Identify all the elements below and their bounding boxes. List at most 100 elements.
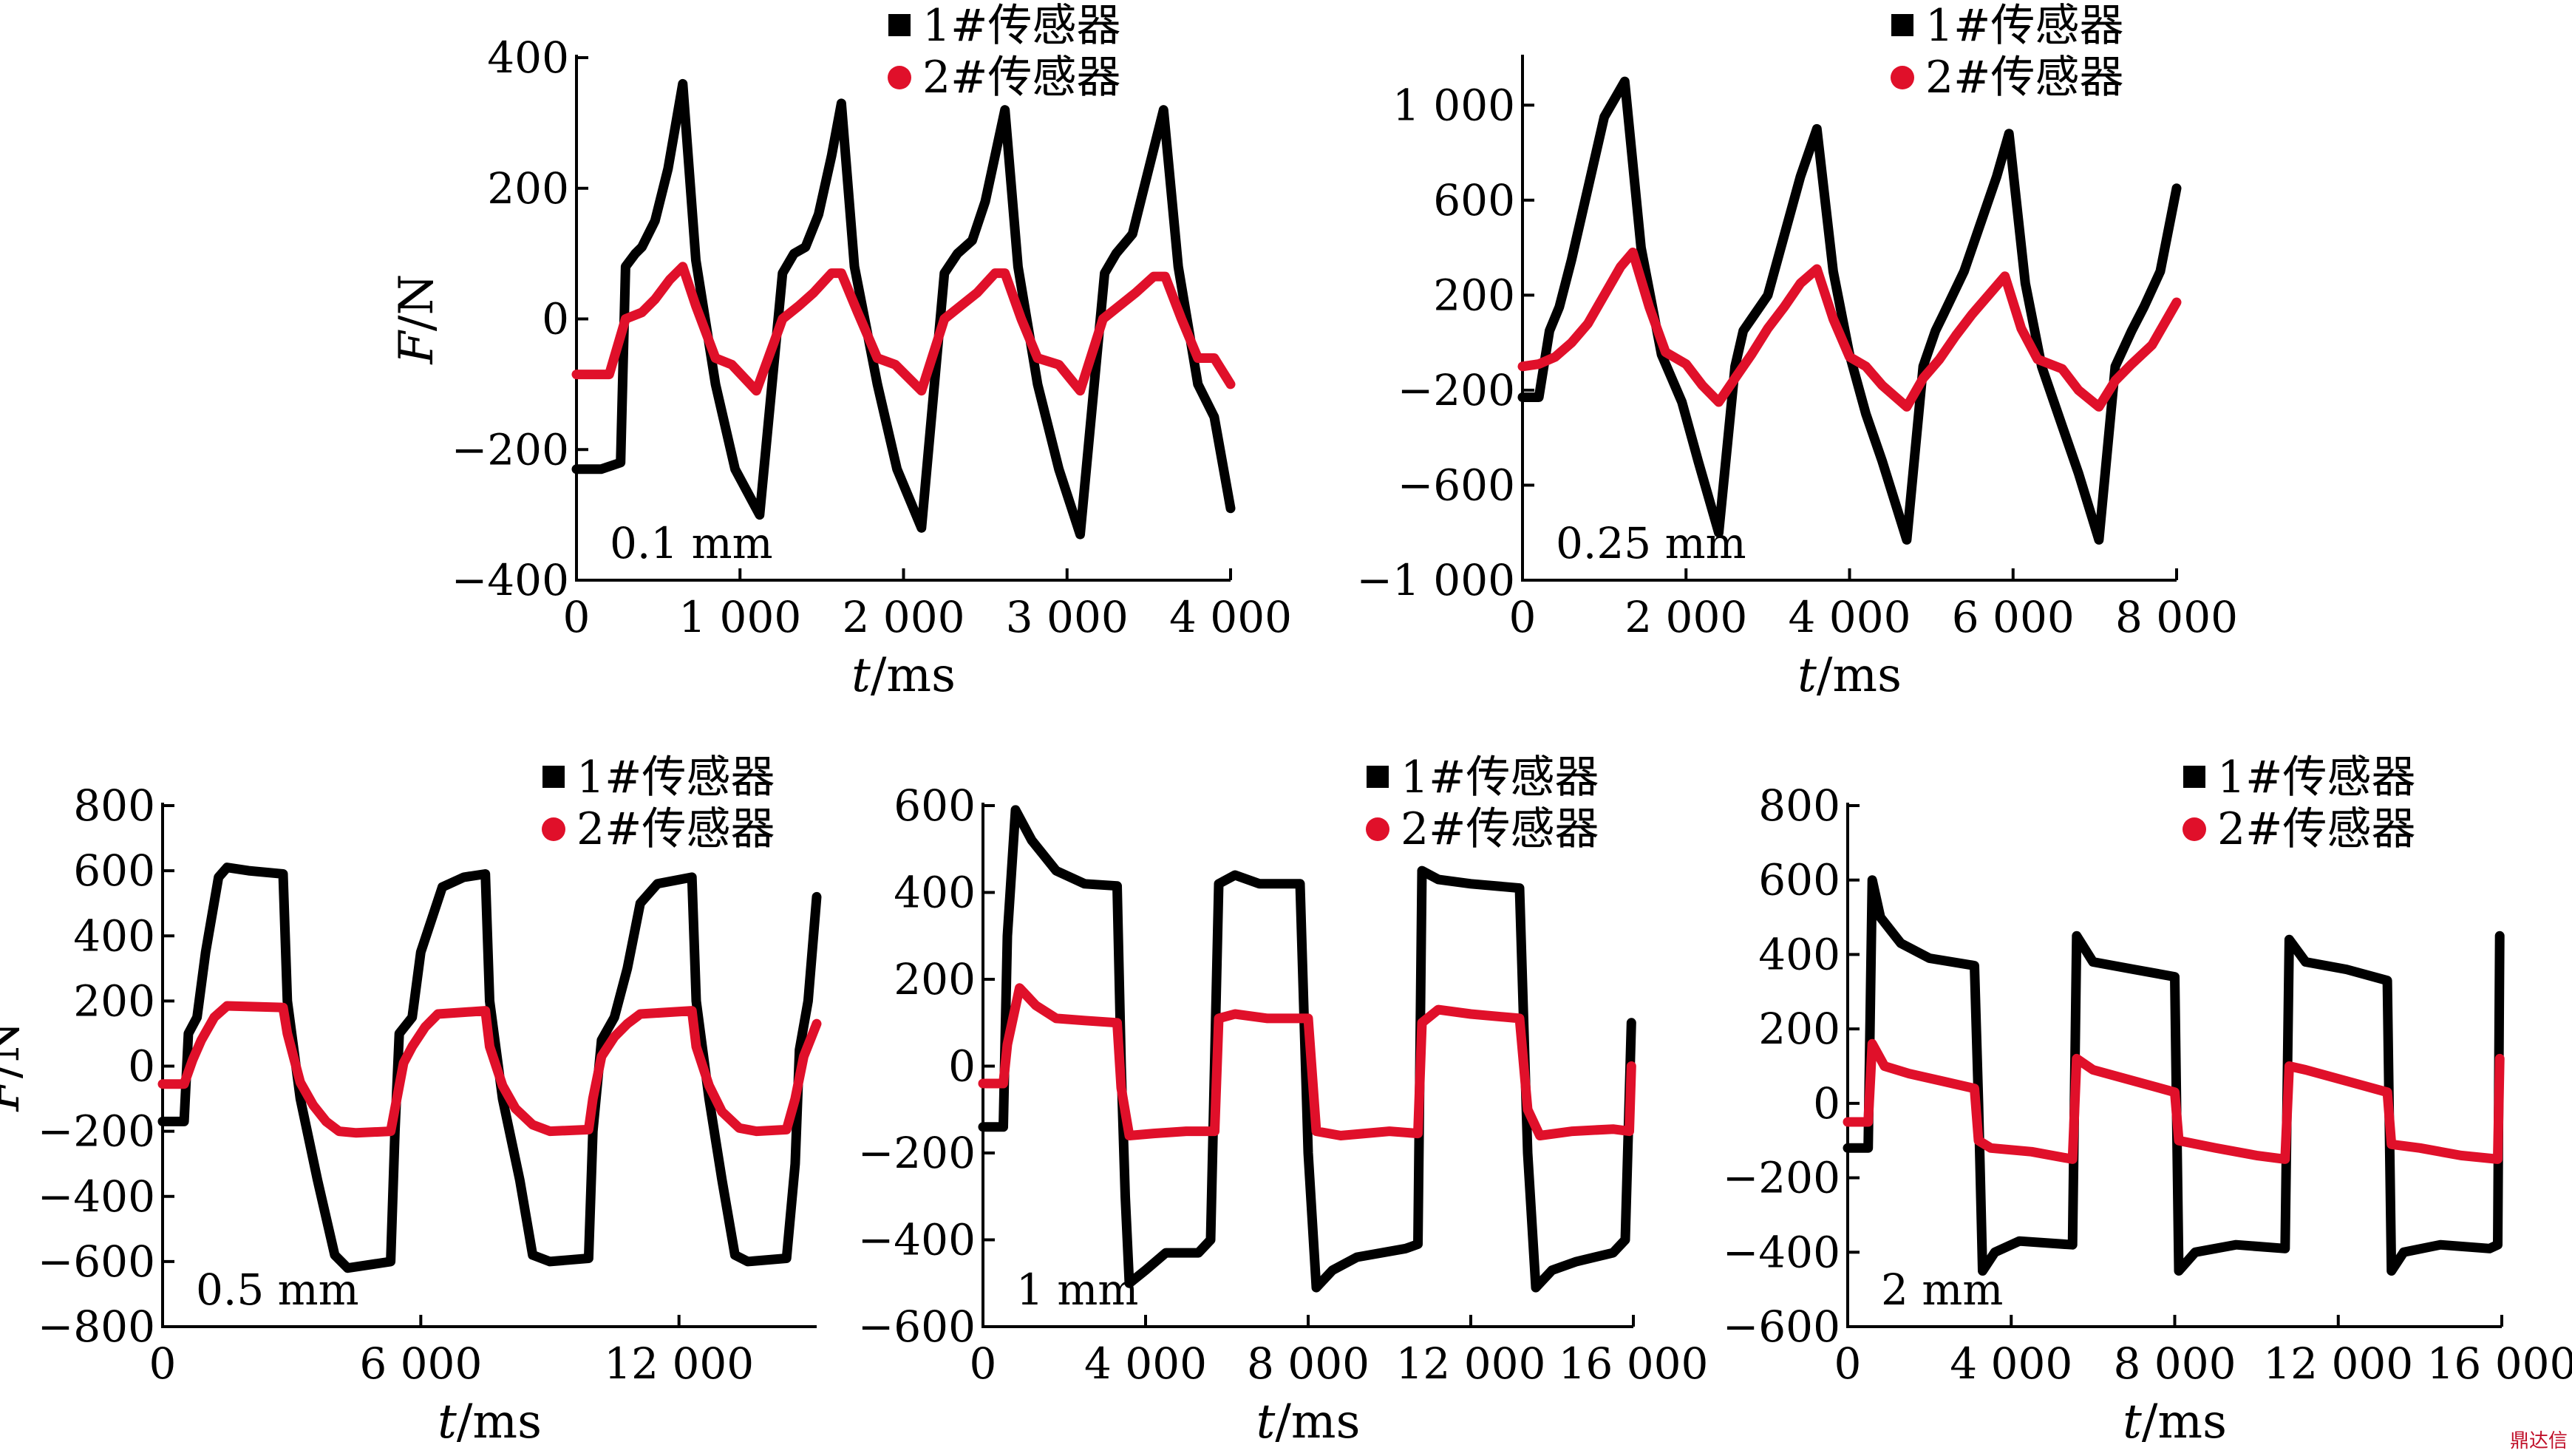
x-tick-label: 6 000 <box>1952 592 2075 642</box>
y-tick-label: 0 <box>128 1041 155 1092</box>
watermark-text: 鼎达信 <box>2509 1430 2568 1452</box>
legend-label-sensor2: 2#传感器 <box>576 803 775 855</box>
y-tick-label: 0 <box>948 1041 976 1092</box>
legend-marker-square <box>542 766 565 788</box>
legend-label-sensor2: 2#传感器 <box>2217 803 2415 855</box>
legend-label-sensor1: 1#传感器 <box>1401 752 1599 803</box>
y-tick-label: 600 <box>894 780 976 831</box>
x-axis-unit: /ms <box>2142 1395 2227 1449</box>
y-tick-label: 200 <box>1758 1004 1840 1054</box>
x-axis-label: t/ms <box>438 1395 542 1449</box>
y-tick-label: −600 <box>858 1302 976 1352</box>
y-tick-label: 400 <box>73 911 155 961</box>
y-tick-label: −200 <box>1723 1153 1840 1203</box>
panel-0.5mm: −800 −600 −400 −200 0 200 400 600 800 0 6 000 12 00… <box>0 752 822 1449</box>
series-line-sensor1 <box>978 805 1636 1293</box>
legend-label-sensor2: 2#传感器 <box>922 52 1120 103</box>
legend-label-sensor1: 1#传感器 <box>1925 0 2123 52</box>
legend-marker-square <box>1891 14 1913 36</box>
y-tick-label: −200 <box>38 1106 155 1157</box>
x-tick-label: 16 000 <box>1559 1338 1709 1389</box>
panel-0.1mm: −400 −200 0 200 400 0 1 000 2 000 3 000 4 000 t/ms… <box>389 0 1292 703</box>
x-tick-label: 4 000 <box>1084 1338 1207 1389</box>
x-tick-label: 4 000 <box>1788 592 1911 642</box>
axis-lines <box>1521 55 2177 582</box>
x-tick-label: 6 000 <box>359 1338 482 1389</box>
x-axis-variable: t <box>438 1395 457 1449</box>
y-tick-label: 800 <box>1758 780 1840 831</box>
x-tick-label: 8 000 <box>2113 1338 2236 1389</box>
x-tick-label: 8 000 <box>1247 1338 1370 1389</box>
x-tick-label: 2 000 <box>1624 592 1747 642</box>
y-tick-label: 600 <box>1433 175 1515 225</box>
series-line-sensor2 <box>978 983 1636 1140</box>
x-tick-label: 0 <box>970 1338 997 1389</box>
x-axis-unit: /ms <box>1817 648 1902 703</box>
y-tick-label: −1 000 <box>1356 555 1515 605</box>
x-tick-label: 12 000 <box>604 1338 754 1389</box>
y-tick-label: −400 <box>38 1171 155 1222</box>
x-tick-label: 2 000 <box>842 592 964 642</box>
legend-label-sensor1: 1#传感器 <box>576 752 775 803</box>
x-axis-variable: t <box>851 648 871 703</box>
series-line-sensor1 <box>571 78 1236 540</box>
condition-label: 1 mm <box>1016 1265 1138 1315</box>
x-axis-unit: /ms <box>1275 1395 1360 1449</box>
y-tick-label: 200 <box>73 976 155 1026</box>
y-tick-label: 400 <box>894 868 976 918</box>
legend-label-sensor1: 1#传感器 <box>2217 752 2415 803</box>
y-tick-label: −600 <box>38 1236 155 1287</box>
y-tick-label: 1 000 <box>1392 80 1515 130</box>
x-axis-label: t/ms <box>1256 1395 1361 1449</box>
y-tick-label: 400 <box>487 33 569 83</box>
series-line-sensor2 <box>157 1001 822 1138</box>
condition-label: 0.5 mm <box>196 1265 359 1315</box>
legend-marker-square <box>888 14 911 36</box>
y-tick-label: −600 <box>1723 1302 1840 1352</box>
x-tick-label: 16 000 <box>2427 1338 2572 1389</box>
x-axis-variable: t <box>1256 1395 1276 1449</box>
y-tick-label: −400 <box>858 1215 976 1265</box>
legend-marker-square <box>2183 766 2205 788</box>
series-line-sensor2 <box>571 262 1236 396</box>
x-tick-label: 8 000 <box>2115 592 2238 642</box>
x-tick-label: 0 <box>1834 1338 1862 1389</box>
x-tick-label: 1 000 <box>678 592 801 642</box>
y-tick-label: −800 <box>38 1302 155 1352</box>
y-axis-variable: F <box>0 1076 30 1112</box>
x-axis-label: t/ms <box>851 648 956 703</box>
x-axis-variable: t <box>1797 648 1817 703</box>
x-axis-unit: /ms <box>457 1395 542 1449</box>
x-tick-label: 3 000 <box>1006 592 1129 642</box>
y-tick-label: −200 <box>858 1128 976 1178</box>
panel-2mm: −600 −400 −200 0 200 400 600 800 0 4 000 8 000 12 0… <box>1723 752 2572 1449</box>
condition-label: 0.25 mm <box>1556 518 1746 568</box>
x-axis-label: t/ms <box>1797 648 1902 703</box>
legend-marker-circle <box>1891 66 1914 89</box>
x-axis-label: t/ms <box>2123 1395 2227 1449</box>
y-tick-label: 0 <box>1813 1078 1840 1129</box>
legend-label-sensor1: 1#传感器 <box>922 0 1120 52</box>
y-axis-variable: F <box>389 329 444 364</box>
x-tick-label: 0 <box>149 1338 177 1389</box>
y-axis-unit: /N <box>0 1021 30 1079</box>
x-tick-label: 12 000 <box>2263 1338 2413 1389</box>
y-axis-unit: /N <box>389 274 444 332</box>
legend-marker-circle <box>888 66 911 89</box>
series-line-sensor1 <box>1843 875 2505 1276</box>
legend-marker-circle <box>1366 817 1389 841</box>
y-tick-label: 600 <box>73 846 155 896</box>
legend-marker-square <box>1367 766 1389 788</box>
y-tick-label: −400 <box>452 555 569 605</box>
y-tick-label: 400 <box>1758 929 1840 979</box>
y-tick-label: −400 <box>1723 1227 1840 1277</box>
y-axis-label: F/N <box>389 274 444 365</box>
x-tick-label: 4 000 <box>1169 592 1292 642</box>
y-tick-label: −200 <box>1398 365 1515 415</box>
legend-marker-circle <box>542 817 565 841</box>
series-line-sensor1 <box>1517 76 2182 545</box>
series-line-sensor2 <box>1517 248 2182 412</box>
legend-label-sensor2: 2#传感器 <box>1401 803 1599 855</box>
legend-marker-circle <box>2183 817 2206 841</box>
